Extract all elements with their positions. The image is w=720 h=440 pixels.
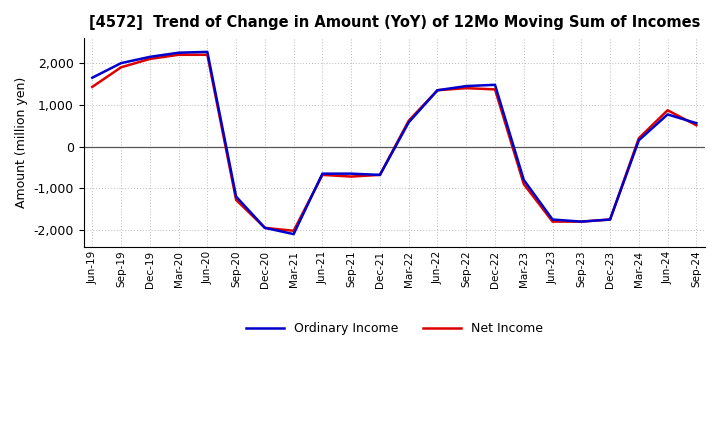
Net Income (347, 174, 356, 179)
Ordinary Income (663, 112, 672, 117)
Ordinary Income (289, 231, 298, 237)
Net Income (491, 87, 500, 92)
Title: [4572]  Trend of Change in Amount (YoY) of 12Mo Moving Sum of Incomes: [4572] Trend of Change in Amount (YoY) o… (89, 15, 700, 30)
Ordinary Income (347, 171, 356, 176)
Net Income (663, 108, 672, 113)
Ordinary Income (433, 88, 442, 93)
Net Income (548, 219, 557, 224)
Net Income (405, 118, 413, 123)
Ordinary Income (577, 219, 585, 224)
Ordinary Income (232, 194, 240, 199)
Net Income (519, 181, 528, 187)
Y-axis label: Amount (million yen): Amount (million yen) (15, 77, 28, 208)
Ordinary Income (117, 60, 125, 66)
Net Income (692, 123, 701, 128)
Net Income (145, 56, 154, 62)
Line: Net Income: Net Income (92, 55, 696, 231)
Net Income (376, 172, 384, 177)
Net Income (88, 84, 96, 90)
Net Income (634, 136, 643, 141)
Ordinary Income (634, 138, 643, 143)
Net Income (232, 197, 240, 202)
Ordinary Income (376, 172, 384, 177)
Legend: Ordinary Income, Net Income: Ordinary Income, Net Income (241, 318, 547, 341)
Net Income (318, 172, 327, 177)
Net Income (174, 52, 183, 58)
Ordinary Income (519, 177, 528, 183)
Net Income (117, 65, 125, 70)
Net Income (462, 85, 471, 91)
Ordinary Income (88, 75, 96, 81)
Ordinary Income (692, 121, 701, 126)
Ordinary Income (548, 217, 557, 222)
Line: Ordinary Income: Ordinary Income (92, 52, 696, 234)
Ordinary Income (491, 82, 500, 88)
Ordinary Income (318, 171, 327, 176)
Ordinary Income (145, 54, 154, 59)
Ordinary Income (405, 120, 413, 125)
Ordinary Income (462, 84, 471, 89)
Ordinary Income (203, 49, 212, 55)
Ordinary Income (261, 225, 269, 231)
Ordinary Income (606, 217, 614, 222)
Net Income (577, 219, 585, 224)
Ordinary Income (174, 50, 183, 55)
Net Income (289, 228, 298, 233)
Net Income (606, 217, 614, 222)
Net Income (433, 88, 442, 93)
Net Income (261, 225, 269, 231)
Net Income (203, 52, 212, 58)
